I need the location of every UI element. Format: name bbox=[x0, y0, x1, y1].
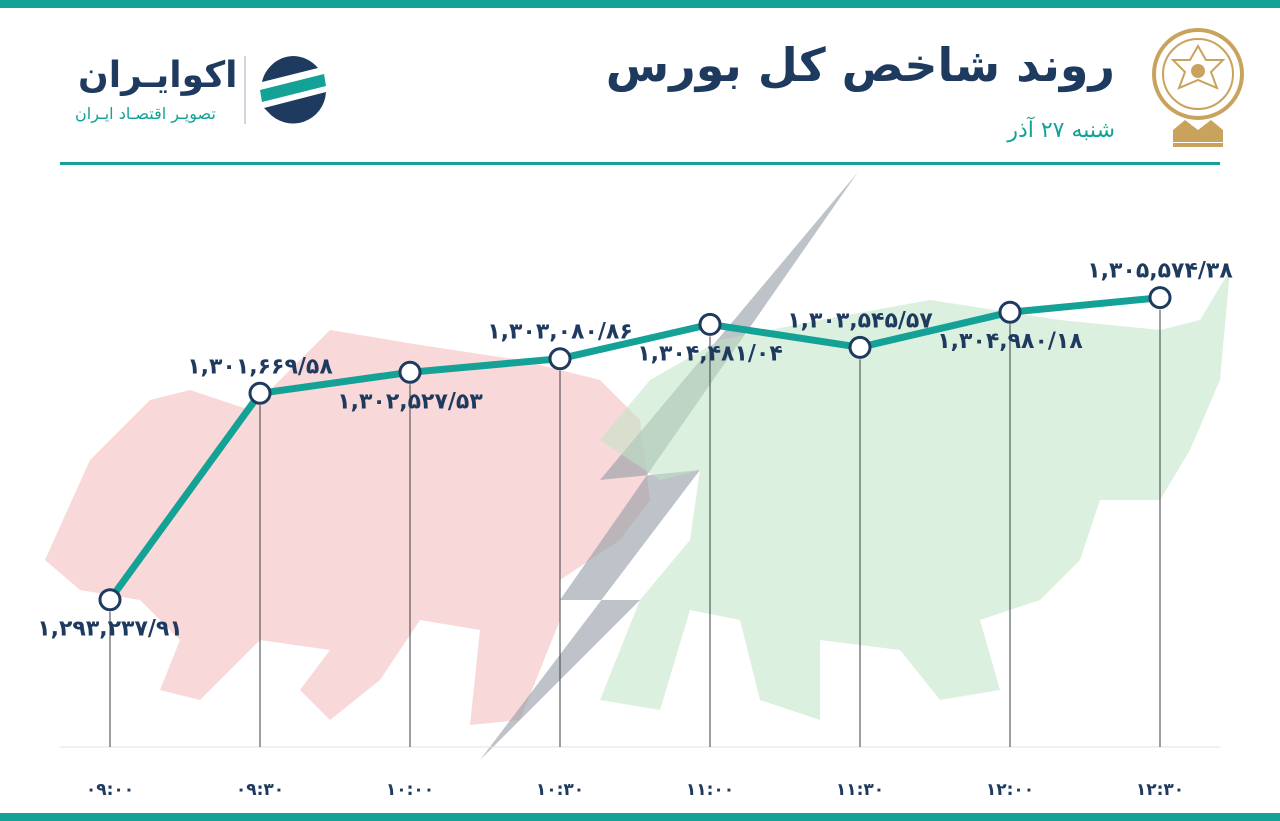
data-point bbox=[398, 360, 422, 384]
x-tick-label: ۰۹:۰۰ bbox=[86, 780, 134, 800]
series-line bbox=[106, 294, 1164, 604]
drop-lines bbox=[109, 309, 1161, 747]
bull-silhouette bbox=[600, 270, 1230, 720]
value-label: ۱,۳۰۵,۵۷۴/۳۸ bbox=[1087, 259, 1233, 284]
bear-silhouette bbox=[45, 330, 650, 725]
value-label: ۱,۳۰۴,۴۸۱/۰۴ bbox=[637, 341, 783, 366]
brand-name: اکوایـران bbox=[78, 55, 238, 96]
x-tick-labels: ۰۹:۰۰ ۰۹:۳۰ ۱۰:۰۰ ۱۰:۳۰ ۱۱:۰۰ ۱۱:۳۰ ۱۲:۰۰ ۱۲:۳۰ bbox=[86, 780, 1184, 800]
data-points bbox=[98, 286, 1172, 612]
x-tick-label: ۱۲:۰۰ bbox=[986, 780, 1034, 800]
value-labels: ۱,۲۹۳,۲۳۷/۹۱ ۱,۳۰۱,۶۶۹/۵۸۱,۳۰۲,۵۲۷/۵۳ ۱,۳۰… bbox=[37, 259, 1233, 642]
data-point bbox=[548, 347, 572, 371]
page-title: روند شاخص کل بورس bbox=[605, 38, 1115, 92]
x-tick-label: ۱۱:۳۰ bbox=[836, 780, 884, 800]
ecoiran-logo-icon bbox=[260, 56, 326, 124]
background-illustration bbox=[45, 172, 1230, 760]
data-point bbox=[698, 312, 722, 336]
data-point bbox=[998, 300, 1022, 324]
x-tick-label: ۰۹:۳۰ bbox=[236, 780, 284, 800]
top-accent-bar bbox=[0, 0, 1280, 8]
header-divider bbox=[60, 162, 1220, 165]
value-label: ۱,۲۹۳,۲۳۷/۹۱ bbox=[37, 617, 183, 642]
x-tick-label: ۱۰:۳۰ bbox=[536, 780, 584, 800]
value-label: ۱,۳۰۲,۵۲۷/۵۳ bbox=[337, 389, 483, 414]
x-tick-label: ۱۲:۳۰ bbox=[1136, 780, 1184, 800]
value-label: ۱,۳۰۳,۵۴۵/۵۷ bbox=[787, 308, 933, 333]
date-subtitle: شنبه ۲۷ آذر bbox=[1007, 118, 1115, 143]
x-tick-label: ۱۰:۰۰ bbox=[386, 780, 434, 800]
data-point bbox=[848, 335, 872, 359]
data-point bbox=[248, 381, 272, 405]
value-label: ۱,۳۰۱,۶۶۹/۵۸ bbox=[187, 354, 333, 379]
value-label: ۱,۳۰۴,۹۸۰/۱۸ bbox=[937, 329, 1083, 354]
data-point bbox=[98, 588, 122, 612]
x-tick-label: ۱۱:۰۰ bbox=[686, 780, 734, 800]
brand-tagline: تصویـر اقتصـاد ایـران bbox=[75, 104, 216, 123]
bottom-accent-bar bbox=[0, 813, 1280, 821]
exchange-emblem-icon bbox=[1152, 28, 1244, 147]
brand-separator bbox=[244, 56, 246, 124]
value-label: ۱,۳۰۳,۰۸۰/۸۶ bbox=[487, 320, 633, 345]
data-point bbox=[1148, 286, 1172, 310]
